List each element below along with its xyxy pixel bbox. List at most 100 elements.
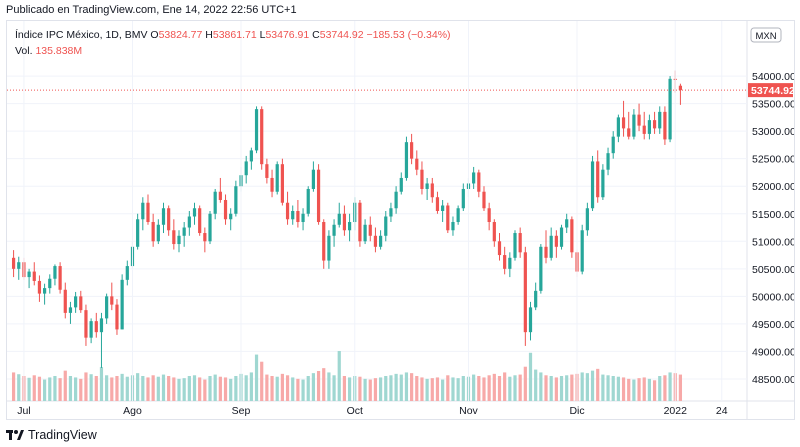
candle-body [280,164,284,203]
chart-frame[interactable]: Índice IPC México, 1D, BMV O53824.77 H53… [6,20,795,420]
volume-bar [254,354,259,401]
volume-bar [384,376,388,401]
candle-body [223,199,228,220]
candle-body [477,172,481,192]
candle-body [611,136,615,154]
candle-body [316,169,321,223]
candle-body [482,191,486,209]
volume-bar [89,374,93,401]
candle-body [125,266,129,280]
volume-bar [337,351,341,401]
last-price-label: 53744.92 [751,85,794,97]
x-tick-label: Ago [123,405,142,417]
volume-bar [120,373,124,401]
publisher-line: Publicado en TradingView.com, Ene 14, 20… [6,4,297,16]
volume-bar [678,374,683,401]
candle-body [342,213,347,231]
candle-body [146,202,150,223]
candle-body [79,296,83,311]
candle-body [120,279,124,330]
volume-bar [415,376,419,401]
volume-bar [327,372,331,401]
volume-bar [223,377,228,401]
volume-bar [296,378,300,401]
volume-bar [446,375,450,401]
candle-body [347,222,352,231]
candle-body [492,222,496,242]
candle-body [94,321,98,333]
volume-bar [94,376,98,401]
candle-body [270,177,274,192]
candle-body [627,128,631,137]
volume-bar [270,376,274,401]
candlestick-chart[interactable]: 48500.00 49000.00 49500.00 50000.00 50500.00… [7,21,794,419]
volume-bar [404,372,409,401]
candle-body [218,191,222,200]
volume-bar [198,377,202,401]
volume-bar [477,376,481,401]
volume-bar [451,377,455,401]
candle-body [136,219,140,247]
candle-body [580,230,584,272]
candle-body [497,241,502,256]
candle-body [167,208,171,231]
volume-bar [141,376,145,401]
candle-body [141,202,145,220]
last-price-tag [748,83,793,98]
candle-body [27,271,31,278]
candle-body [213,191,217,214]
candle-body [260,109,264,165]
candle-body [363,224,367,242]
volume-bar [606,375,610,401]
volume-bar [456,378,460,401]
candle-body [441,205,445,211]
volume-bar [658,376,662,401]
volume-bar [74,377,78,401]
candle-body [306,188,310,214]
tradingview-logo-icon [6,430,24,440]
open-value: 53824.77 [158,29,203,41]
x-tick-label: Nov [459,405,478,417]
volume-bar [528,352,533,401]
volume-bar [125,376,129,401]
candle-body [32,271,36,281]
candle-body [182,227,186,236]
low-value: 53476.91 [265,29,310,41]
candle-body [399,177,403,192]
x-tick-label: Sep [232,405,251,417]
candle-body [554,235,558,247]
volume-bar [492,373,496,401]
volume-bar [647,378,652,401]
candle-body [642,125,646,134]
candle-body [523,252,527,333]
volume-bar [234,376,238,401]
candle-body [254,109,259,151]
volume-bar [580,372,584,401]
candle-body [229,213,233,220]
candle-body [48,278,52,289]
volume-bar [105,375,109,401]
volume-bar [79,378,83,401]
volume-bar [342,376,347,401]
candle-body [678,85,683,91]
candle-body [337,213,341,225]
candle-body [332,224,336,236]
currency-badge [750,27,782,43]
volume-bar [187,376,191,401]
candle-body [508,257,512,269]
volume-bar [291,377,295,401]
candle-body [658,111,662,129]
candle-body [115,304,119,330]
volume-bar [632,379,636,401]
volume-bar [570,374,574,401]
high-value: 53861.71 [212,29,257,41]
volume-bar [11,372,16,401]
candle-body [198,208,202,234]
volume-bar [316,371,321,401]
volume-bar [58,378,62,401]
volume-bar [430,378,434,401]
volume-bar [151,375,155,401]
volume-bar [621,377,626,401]
candle-body [404,142,409,178]
volume-bar [37,376,42,401]
